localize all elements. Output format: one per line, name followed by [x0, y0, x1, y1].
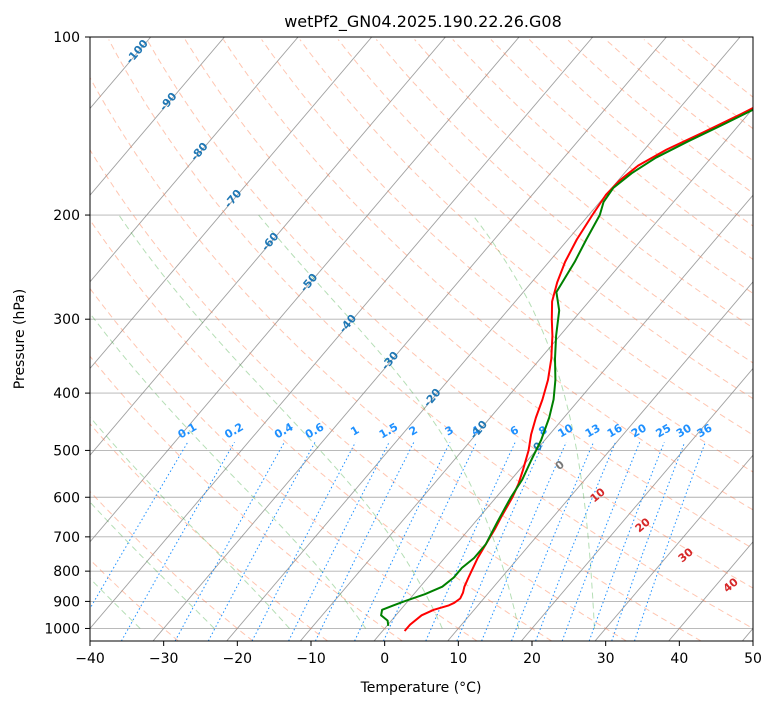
dry-adiabat-line: [90, 76, 702, 641]
mixing-ratio-line: [288, 441, 390, 641]
isotherm-line: [90, 37, 594, 630]
x-tick-label: 20: [523, 651, 541, 667]
isotherm-line: [373, 194, 753, 641]
isotherm-line: [521, 367, 753, 641]
mixing-ratio-line: [354, 441, 451, 641]
x-tick-label: −20: [223, 651, 253, 667]
y-tick-label: 900: [53, 594, 80, 610]
x-axis-label: Temperature (°C): [360, 680, 482, 696]
dry-adiabat-line: [184, 39, 753, 550]
dry-adiabat-line: [452, 39, 753, 294]
moist-adiabat-line: [90, 312, 367, 629]
isotherm-line: [226, 37, 741, 641]
dry-adiabat-line: [375, 39, 753, 364]
axes: −40 −30 −20 −10 0 10 20 30 40 50 100 200 300 400 500 60…: [44, 30, 762, 667]
y-tick-label: 100: [53, 30, 80, 46]
mixing-ratio-line: [634, 442, 706, 641]
dry-adiabat-line: [605, 39, 753, 162]
moist-adiabat-line: [472, 214, 595, 629]
isotherm-line: [300, 107, 753, 641]
dry-adiabat-line: [299, 39, 753, 436]
y-tick-label: 700: [53, 530, 80, 546]
chart-title: wetPf2_GN04.2025.190.22.26.G08: [284, 12, 562, 32]
mixing-ratio-line: [314, 441, 415, 641]
temperature-profile-line: [403, 106, 753, 632]
dewpoint-profile-line: [380, 108, 753, 627]
mixing-ratio-line: [251, 441, 356, 641]
dry-adiabat-line: [108, 39, 753, 630]
isotherm-line: [447, 281, 753, 641]
isotherm-line: [90, 37, 225, 196]
isotherm-line: [90, 37, 520, 543]
moist-adiabat-line: [90, 416, 290, 629]
moist-adiabat-line: [90, 501, 215, 629]
dry-adiabat-line: [146, 39, 753, 589]
y-axis-label: Pressure (hPa): [12, 289, 28, 389]
isotherm-line: [152, 37, 667, 641]
x-tick-label: 0: [380, 651, 389, 667]
axes-frame: [89, 36, 754, 642]
mixing-ratio-line: [588, 442, 665, 641]
moist-adiabat-line: [258, 214, 520, 629]
dry-adiabat-line: [90, 355, 403, 641]
x-tick-label: −40: [75, 651, 105, 667]
dry-adiabat-line: [90, 148, 627, 641]
y-tick-label: 400: [53, 386, 80, 402]
y-tick-label: 500: [53, 443, 80, 459]
y-tick-label: 300: [53, 312, 80, 328]
dry-adiabat-line: [261, 39, 753, 473]
y-tick-label: 600: [53, 490, 80, 506]
y-tick-label: 1000: [44, 621, 80, 637]
mixing-ratio-line: [611, 442, 686, 641]
y-tick-label: 200: [53, 208, 80, 224]
x-tick-label: −10: [296, 651, 326, 667]
y-tick-label: 800: [53, 564, 80, 580]
mixing-ratio-line: [174, 441, 285, 641]
plot-area: 0.1 0.2 0.4 0.6 1 1.5 2 3 4 6 8 10 13 16 20 25 30 36-100-…: [90, 37, 753, 641]
dry-adiabat-line: [414, 39, 753, 329]
isotherm-line: [90, 37, 446, 456]
dry-adiabat-line: [567, 39, 753, 194]
isotherm-line: [90, 37, 299, 283]
mixing-ratio-line: [383, 441, 477, 641]
dry-adiabat-line: [222, 39, 753, 511]
mixing-ratio-line: [456, 441, 545, 641]
x-tick-label: 10: [449, 651, 467, 667]
x-tick-label: −30: [149, 651, 179, 667]
moist-adiabat-line: [90, 577, 141, 629]
dry-adiabat-line: [90, 490, 254, 641]
isotherm-line: [594, 454, 753, 641]
x-tick-label: 40: [670, 651, 688, 667]
x-tick-label: 50: [744, 651, 762, 667]
dry-adiabat-line: [337, 39, 753, 400]
mixing-ratio-line: [207, 441, 316, 641]
isotherm-line: [90, 37, 373, 370]
x-tick-label: 30: [597, 651, 615, 667]
